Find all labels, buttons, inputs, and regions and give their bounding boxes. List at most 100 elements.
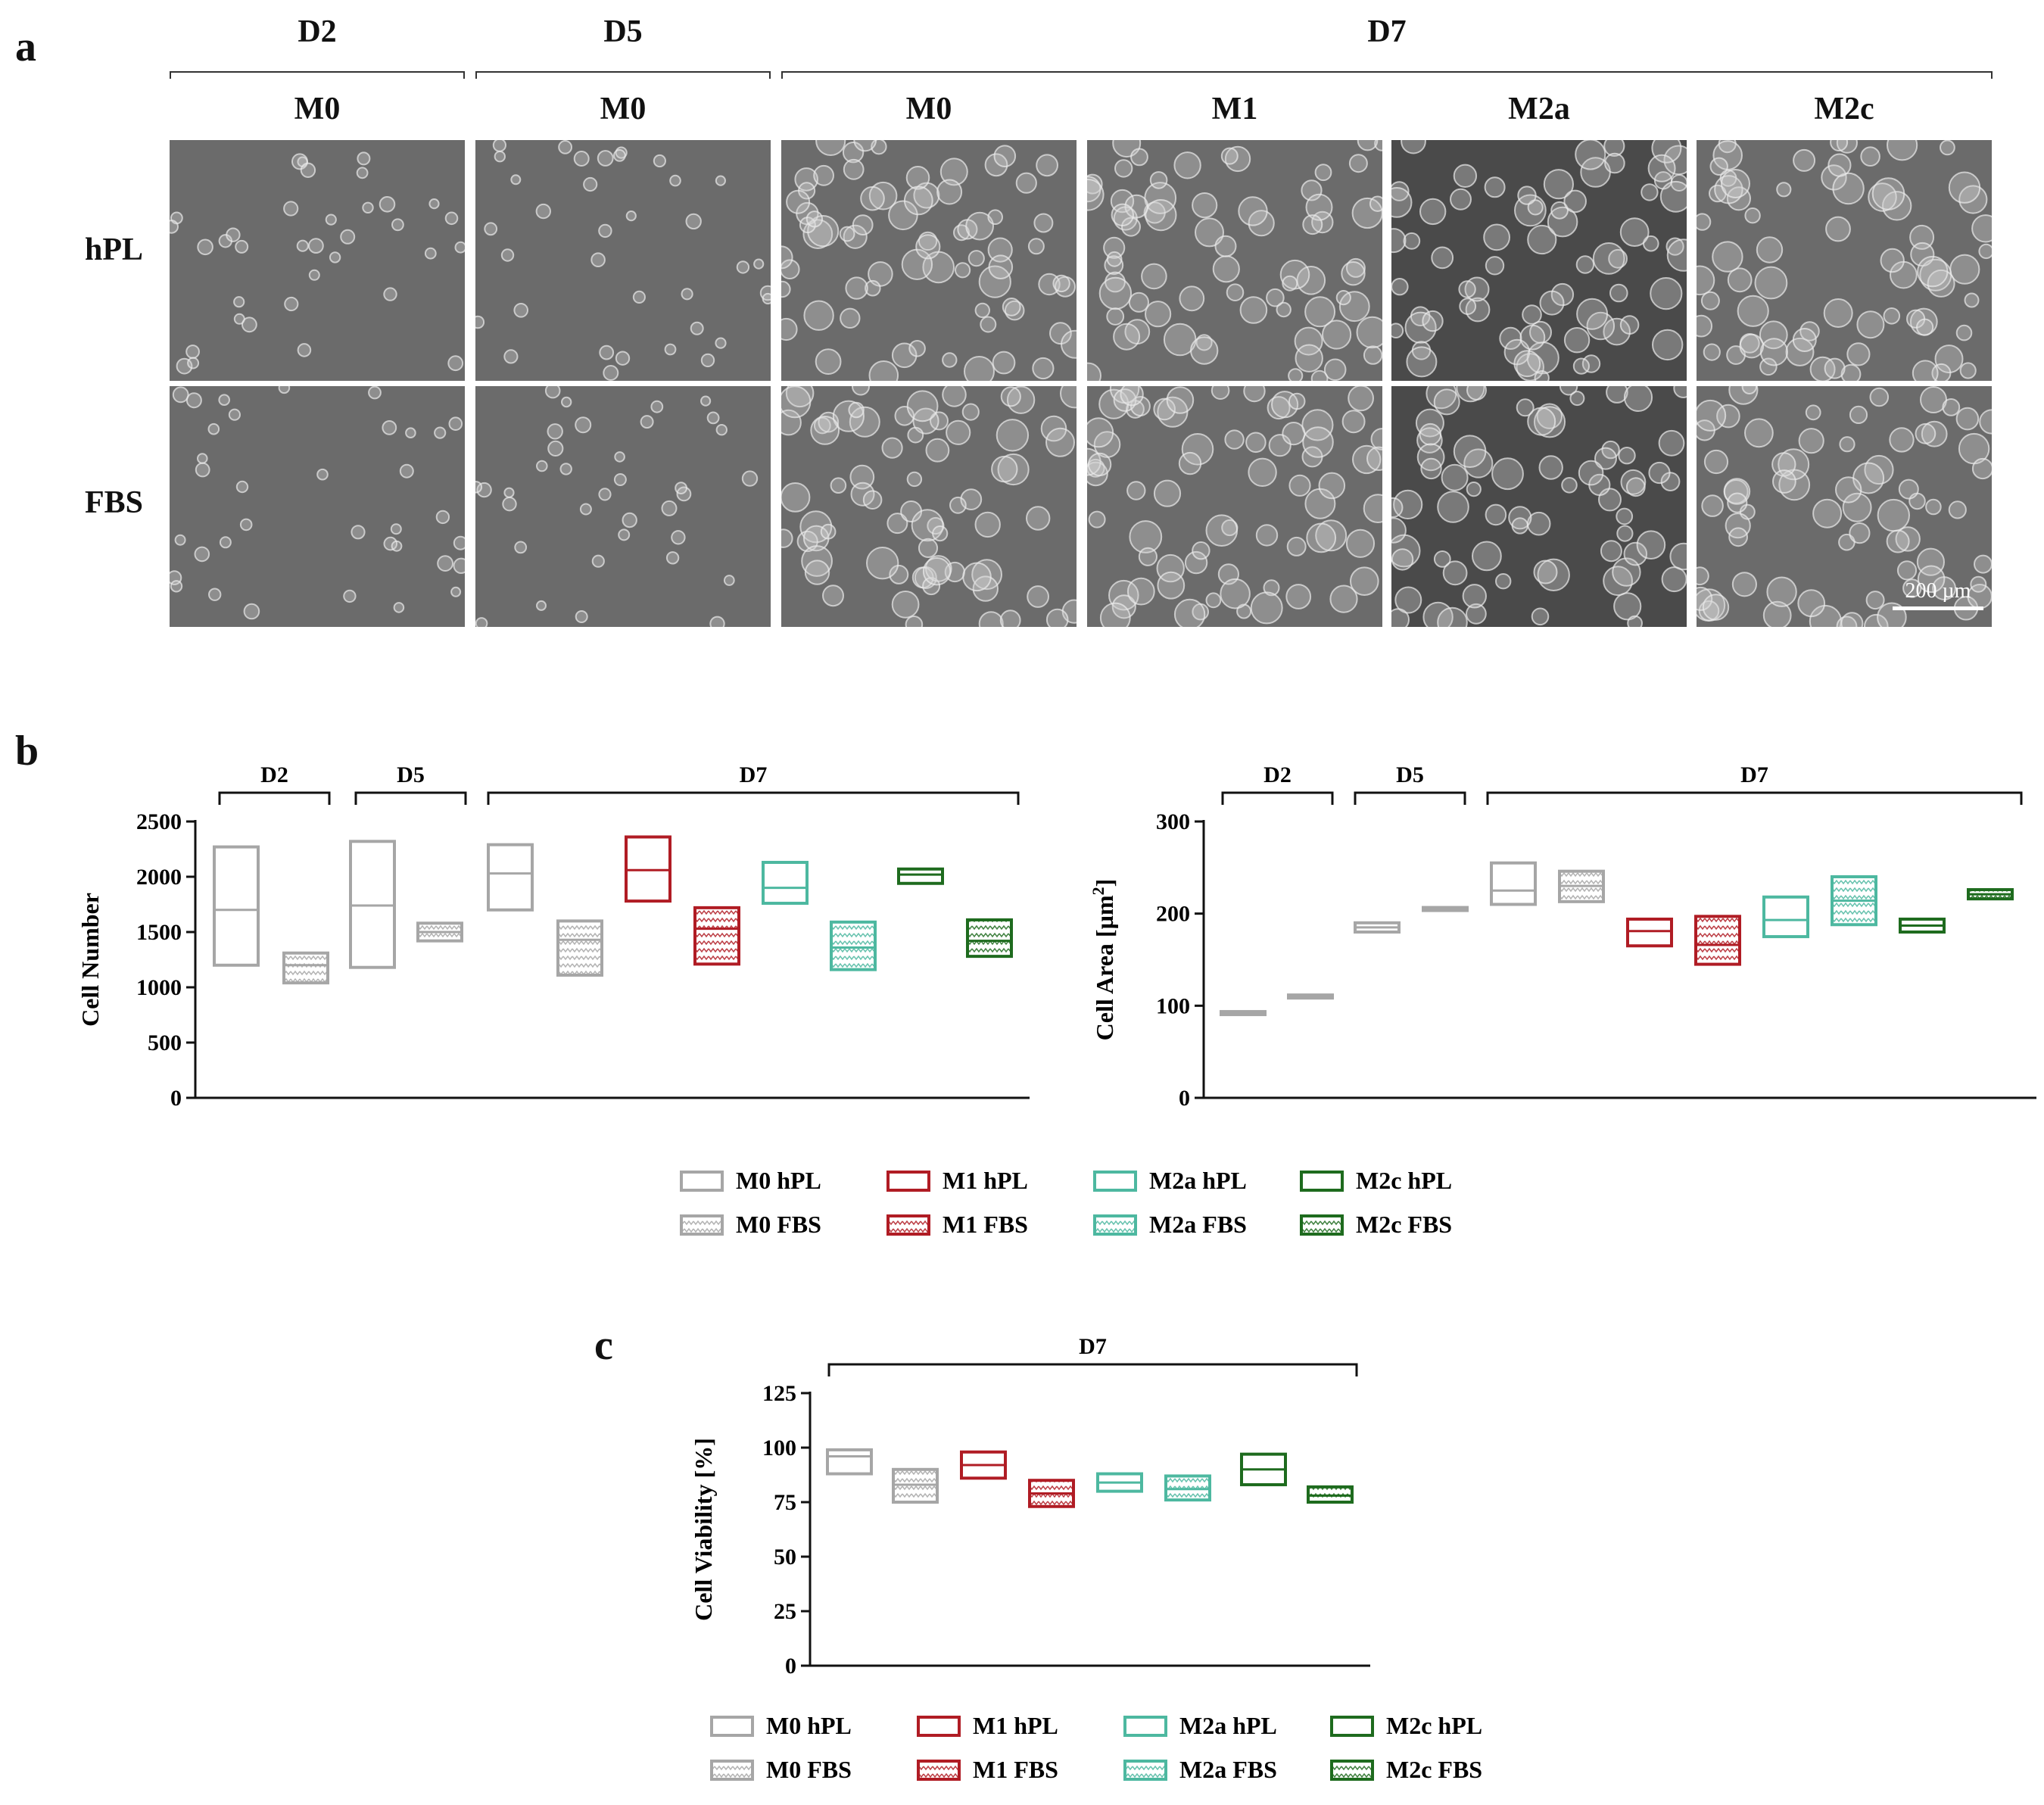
cell-viability-chart: 0 25 50 75 100 125 Cell Viability [%] D7: [690, 1334, 1370, 1679]
legend-swatch: [1093, 1214, 1137, 1236]
cell-mark: [1865, 591, 1885, 610]
legend-label: M0 FBS: [766, 1756, 852, 1783]
cell-mark: [650, 400, 664, 413]
cell-mark: [715, 175, 726, 186]
cell-mark: [978, 611, 1004, 627]
cell-mark: [1665, 237, 1684, 256]
column-label-1: M0: [294, 92, 341, 126]
legend-item-m2a-hpl: M2a hPL: [1093, 1167, 1247, 1194]
cell-mark: [283, 201, 299, 217]
cell-mark: [1895, 526, 1921, 552]
legend-item-m2c-hpl: M2c hPL: [1330, 1712, 1482, 1739]
cell-mark: [475, 315, 485, 329]
cell-mark: [547, 423, 563, 440]
cell-mark: [1453, 164, 1478, 188]
cell-mark: [1106, 251, 1123, 267]
micrograph-texture: [1391, 140, 1687, 381]
cell-mark: [640, 415, 654, 429]
cell-mark: [842, 142, 865, 164]
cell-mark: [1971, 457, 1992, 480]
cell-mark: [1153, 397, 1176, 421]
cell-mark: [1322, 320, 1352, 350]
bar-m0-fbs-d7: [556, 919, 603, 977]
cell-mark: [1348, 154, 1368, 173]
cell-mark: [424, 247, 437, 260]
cell-mark: [1619, 217, 1650, 247]
cell-mark: [1282, 275, 1298, 291]
bar-m2c-hpl-d7: [897, 867, 944, 885]
cell-mark: [1442, 560, 1468, 586]
cell-mark: [1979, 409, 1992, 435]
cell-mark: [1305, 193, 1333, 221]
day-header-d7: D7: [1367, 14, 1407, 49]
cell-mark: [1491, 457, 1524, 491]
cell-mark: [866, 547, 899, 580]
cell-mark: [949, 496, 967, 514]
cell-mark: [676, 486, 692, 502]
cell-mark: [603, 365, 619, 381]
cell-mark: [1955, 407, 1980, 431]
cell-mark: [1255, 524, 1279, 547]
cell-mark: [502, 497, 517, 512]
cell-mark: [1250, 591, 1283, 625]
cell-mark: [1032, 357, 1055, 380]
cell-mark: [393, 602, 405, 613]
cell-mark: [1559, 386, 1578, 396]
cell-mark: [1697, 399, 1727, 432]
cell-mark: [1744, 418, 1774, 448]
cell-mark: [802, 219, 833, 249]
cell-mark: [1391, 608, 1410, 627]
micrograph-texture: [781, 386, 1077, 627]
row-label-hpl: hPL: [85, 232, 144, 267]
y-tick-label: 1500: [136, 920, 182, 945]
bracket-d7: [781, 71, 1993, 79]
cell-mark: [1572, 357, 1590, 375]
cell-mark: [891, 591, 920, 619]
cell-mark: [1351, 197, 1382, 229]
cell-mark: [1245, 432, 1267, 454]
legend-swatch: [1330, 1716, 1374, 1737]
cell-mark: [1323, 358, 1347, 381]
legend-item-m0-hpl: M0 hPL: [680, 1167, 821, 1194]
cell-mark: [972, 575, 999, 602]
cell-mark: [454, 241, 465, 254]
cell-mark: [820, 523, 837, 540]
cell-mark: [1563, 189, 1587, 214]
cell-mark: [1827, 153, 1852, 177]
legend-label: M1 hPL: [973, 1712, 1058, 1739]
cell-mark: [1190, 336, 1219, 365]
cell-mark: [297, 343, 312, 357]
bar-m0-hpl-d7: [487, 843, 534, 912]
group-bracket: [218, 791, 331, 805]
cell-mark: [978, 265, 1011, 298]
cell-mark: [992, 351, 1016, 375]
cell-mark: [558, 140, 572, 154]
cell-mark: [1887, 140, 1918, 161]
cell-mark: [1728, 386, 1759, 405]
cell-mark: [1741, 386, 1757, 394]
column-label-2: M0: [600, 92, 647, 126]
cell-mark: [845, 276, 868, 300]
cell-mark: [1458, 280, 1476, 298]
cell-mark: [1391, 497, 1404, 518]
cell-mark: [1754, 266, 1788, 300]
scale-bar: 200 µm: [1893, 579, 1983, 610]
cell-mark: [1805, 404, 1821, 421]
cell-mark: [308, 238, 324, 254]
cell-mark: [715, 424, 728, 436]
cell-mark: [390, 523, 402, 535]
cell-mark: [622, 512, 637, 528]
cell-mark: [980, 316, 997, 333]
cell-mark: [1604, 152, 1625, 174]
cell-mark: [1877, 498, 1910, 532]
cell-mark: [946, 419, 971, 445]
bar-m2a-hpl-d7: [1762, 895, 1809, 939]
cell-mark: [598, 223, 612, 238]
cell-mark: [1771, 452, 1796, 477]
group-bracket: [1354, 791, 1466, 805]
cell-mark: [781, 528, 793, 548]
cell-mark: [379, 196, 396, 213]
cell-mark: [591, 554, 605, 568]
column-label-5: M2a: [1508, 92, 1570, 126]
cell-mark: [906, 390, 939, 422]
